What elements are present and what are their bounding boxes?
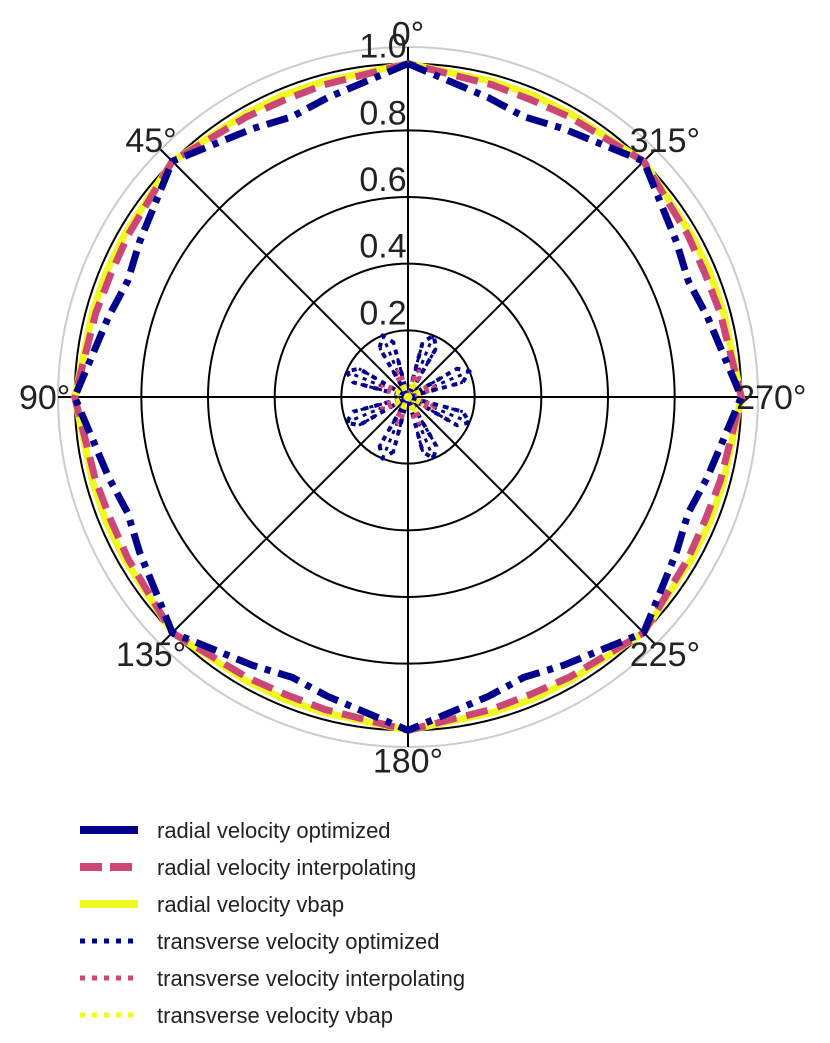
legend-label: radial velocity optimized <box>157 818 391 843</box>
tick-labels: 0.2 0.4 0.6 0.8 1.00° 45° 90° 135° 180° 225° 270° 3… <box>19 16 807 781</box>
radial-tick-label: 1.0 <box>359 28 406 66</box>
radial-tick-label: 0.8 <box>359 94 406 132</box>
angular-grid-line <box>407 396 657 646</box>
angle-tick-label: 270° <box>736 379 806 417</box>
legend-label: transverse velocity vbap <box>157 1003 393 1028</box>
angle-tick-label: 90° <box>19 379 70 417</box>
angle-tick-label: 180° <box>373 742 443 780</box>
series-layer <box>71 60 745 734</box>
polar-grid <box>57 46 759 748</box>
legend-label: radial velocity vbap <box>157 892 344 917</box>
angle-tick-label: 45° <box>125 122 176 160</box>
legend-label: transverse velocity interpolating <box>157 966 465 991</box>
radial-tick-label: 0.4 <box>359 228 406 266</box>
legend: radial velocity optimized radial velocity… <box>80 818 465 1028</box>
angle-tick-label: 135° <box>116 636 186 674</box>
radial-tick-label: 0.6 <box>359 161 406 199</box>
legend-label: transverse velocity optimized <box>157 929 439 954</box>
angular-grid-line <box>159 396 409 646</box>
angular-grid-line <box>407 148 657 398</box>
series-ray <box>406 383 413 398</box>
angular-grid-line <box>159 148 409 398</box>
angle-tick-label: 225° <box>630 636 700 674</box>
legend-label: radial velocity interpolating <box>157 855 416 880</box>
angle-tick-label: 315° <box>630 122 700 160</box>
radial-tick-label: 0.2 <box>359 294 406 332</box>
series-line <box>71 60 745 734</box>
angle-tick-label: 0° <box>392 16 425 54</box>
